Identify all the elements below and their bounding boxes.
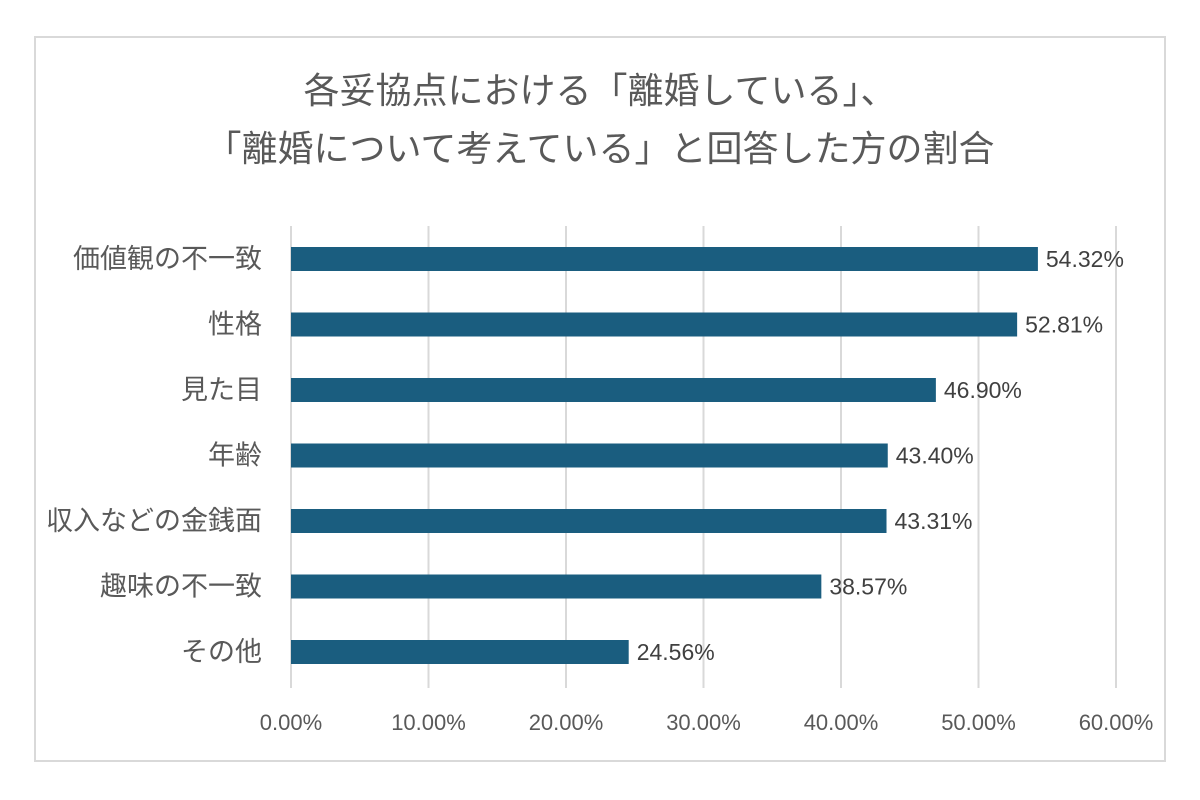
value-labels: 54.32% 52.81% 46.90% 43.40% 43.31% 38.57% 24.5… bbox=[637, 246, 1124, 665]
bar bbox=[291, 640, 629, 664]
value-label: 46.90% bbox=[944, 377, 1022, 403]
category-label: 価値観の不一致 bbox=[73, 244, 262, 275]
x-tick-label: 50.00% bbox=[941, 710, 1016, 735]
value-label: 24.56% bbox=[637, 639, 715, 665]
bar bbox=[291, 378, 936, 402]
bars bbox=[291, 247, 1038, 664]
x-tick-label: 30.00% bbox=[666, 710, 741, 735]
category-label: その他 bbox=[181, 637, 262, 668]
chart-title-line-1: 各妥協点における「離婚している」、 bbox=[303, 71, 897, 112]
category-label: 収入などの金銭面 bbox=[46, 506, 262, 537]
category-label: 年齢 bbox=[208, 441, 262, 472]
bar bbox=[291, 574, 822, 599]
chart-title-line-2: 「離婚について考えている」と回答した方の割合 bbox=[205, 129, 995, 170]
value-label: 43.31% bbox=[895, 508, 973, 534]
category-label: 性格 bbox=[208, 310, 262, 341]
value-label: 43.40% bbox=[896, 443, 974, 469]
value-label: 52.81% bbox=[1025, 312, 1103, 338]
category-label: 趣味の不一致 bbox=[100, 572, 262, 603]
bar bbox=[291, 509, 887, 533]
value-label: 54.32% bbox=[1046, 246, 1124, 272]
value-label: 38.57% bbox=[829, 574, 907, 600]
x-tick-labels: 0.00% 10.00% 20.00% 30.00% 40.00% 50.00% 60.00… bbox=[260, 710, 1154, 735]
x-tick-label: 60.00% bbox=[1079, 710, 1154, 735]
bar bbox=[291, 247, 1038, 271]
x-tick-label: 20.00% bbox=[529, 710, 604, 735]
x-tick-label: 10.00% bbox=[391, 710, 466, 735]
x-tick-label: 0.00% bbox=[260, 710, 322, 735]
category-label: 見た目 bbox=[181, 375, 262, 406]
bar bbox=[291, 312, 1018, 337]
x-tick-label: 40.00% bbox=[804, 710, 879, 735]
bar bbox=[291, 443, 888, 468]
